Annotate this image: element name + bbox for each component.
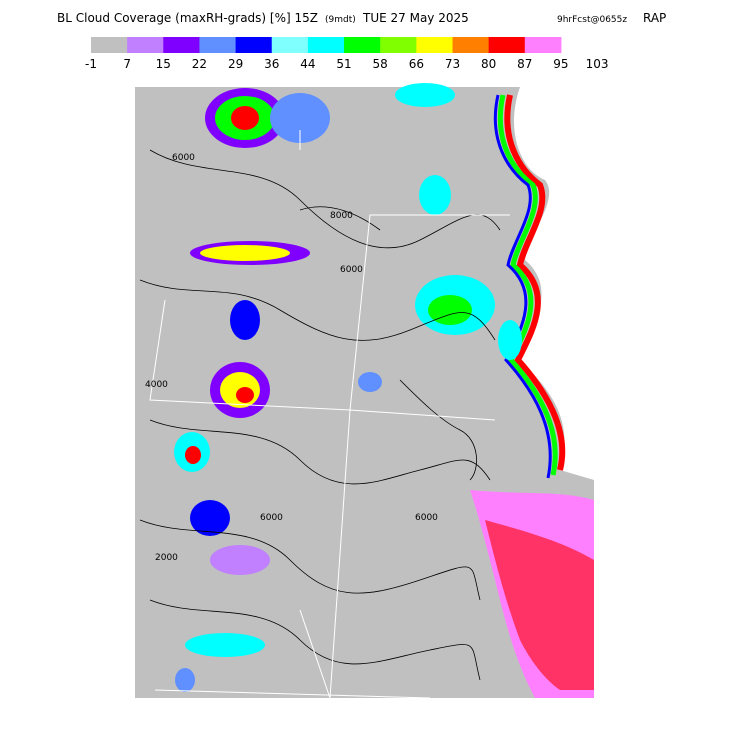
colorbar-label: 22 [192, 57, 207, 71]
colorbar-swatch [344, 37, 381, 53]
edge-blue [493, 94, 552, 479]
contour [299, 206, 381, 231]
edge-red [504, 94, 566, 471]
edge-green [497, 94, 558, 476]
blob [428, 295, 472, 325]
colorbar-swatch [91, 37, 128, 53]
colorbar-label: 58 [373, 57, 388, 71]
colorbar-label: 51 [336, 57, 351, 71]
contour [139, 279, 496, 341]
colorbar-swatch [524, 37, 562, 53]
colorbar-swatch [380, 37, 417, 53]
blob [358, 372, 382, 392]
colorbar-swatch [452, 37, 490, 53]
blob [175, 668, 195, 692]
blob [236, 387, 254, 403]
contour [149, 599, 481, 681]
colorbar-label: 66 [409, 57, 424, 71]
south-east-red [485, 520, 594, 690]
colorbar-label: 7 [123, 57, 131, 71]
colorbar-label: 87 [517, 57, 532, 71]
blob [419, 175, 451, 215]
contour [399, 379, 477, 481]
blob [498, 320, 522, 360]
contour-label: 6000 [415, 513, 438, 523]
colorbar-swatch [307, 37, 345, 53]
blob [185, 633, 265, 657]
colorbar-label: 103 [586, 57, 609, 71]
contour-label: 4000 [145, 380, 168, 390]
colorbar-swatch [271, 37, 309, 53]
blob [200, 245, 290, 261]
borders [149, 130, 510, 699]
blob [185, 446, 201, 464]
map: 6000 6000 4000 8000 2000 6000 6000 [135, 83, 594, 699]
title-main: BL Cloud Coverage (maxRH-grads) [%] 15Z [57, 11, 318, 25]
colorbar-label: 73 [445, 57, 460, 71]
blob [210, 545, 270, 575]
title-model: RAP [643, 11, 666, 25]
title-forecast: 9hrFcst@0655z [557, 15, 627, 25]
colorbar-swatch [235, 37, 273, 53]
colorbar-label: 29 [228, 57, 243, 71]
colorbar-swatch [199, 37, 237, 53]
colorbar-label: 15 [156, 57, 171, 71]
blob [270, 93, 330, 143]
contour-label: 6000 [340, 265, 363, 275]
colorbar-label: 80 [481, 57, 496, 71]
blob [230, 300, 260, 340]
contour-label: 6000 [260, 513, 283, 523]
contour-label: 2000 [155, 553, 178, 563]
blob [395, 83, 455, 107]
colorbar-label: 44 [300, 57, 315, 71]
colorbar-label: 36 [264, 57, 279, 71]
title-init: (9mdt) [325, 15, 356, 25]
contour-label: 8000 [330, 211, 353, 221]
title-date: TUE 27 May 2025 [362, 11, 469, 25]
contour [149, 149, 501, 249]
title: BL Cloud Coverage (maxRH-grads) [%] 15Z … [57, 11, 666, 25]
colorbar: -1 7 15 22 29 36 44 51 58 66 73 80 87 95 103 [85, 37, 609, 71]
blob [231, 106, 259, 130]
colorbar-swatch [163, 37, 200, 53]
contour [139, 519, 481, 601]
blob [190, 500, 230, 536]
colorbar-label: 95 [553, 57, 568, 71]
colorbar-swatch [488, 37, 526, 53]
contour [149, 419, 491, 485]
colorbar-swatch [416, 37, 453, 53]
colorbar-swatch [127, 37, 164, 53]
colorbar-label: -1 [85, 57, 97, 71]
contour-label: 6000 [172, 153, 195, 163]
